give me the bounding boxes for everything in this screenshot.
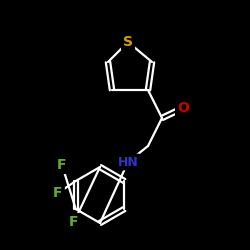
Text: HN: HN (118, 156, 139, 168)
Text: F: F (69, 215, 79, 229)
Text: O: O (177, 101, 189, 115)
Text: F: F (53, 186, 63, 200)
Text: F: F (57, 158, 67, 172)
Text: S: S (123, 35, 133, 49)
